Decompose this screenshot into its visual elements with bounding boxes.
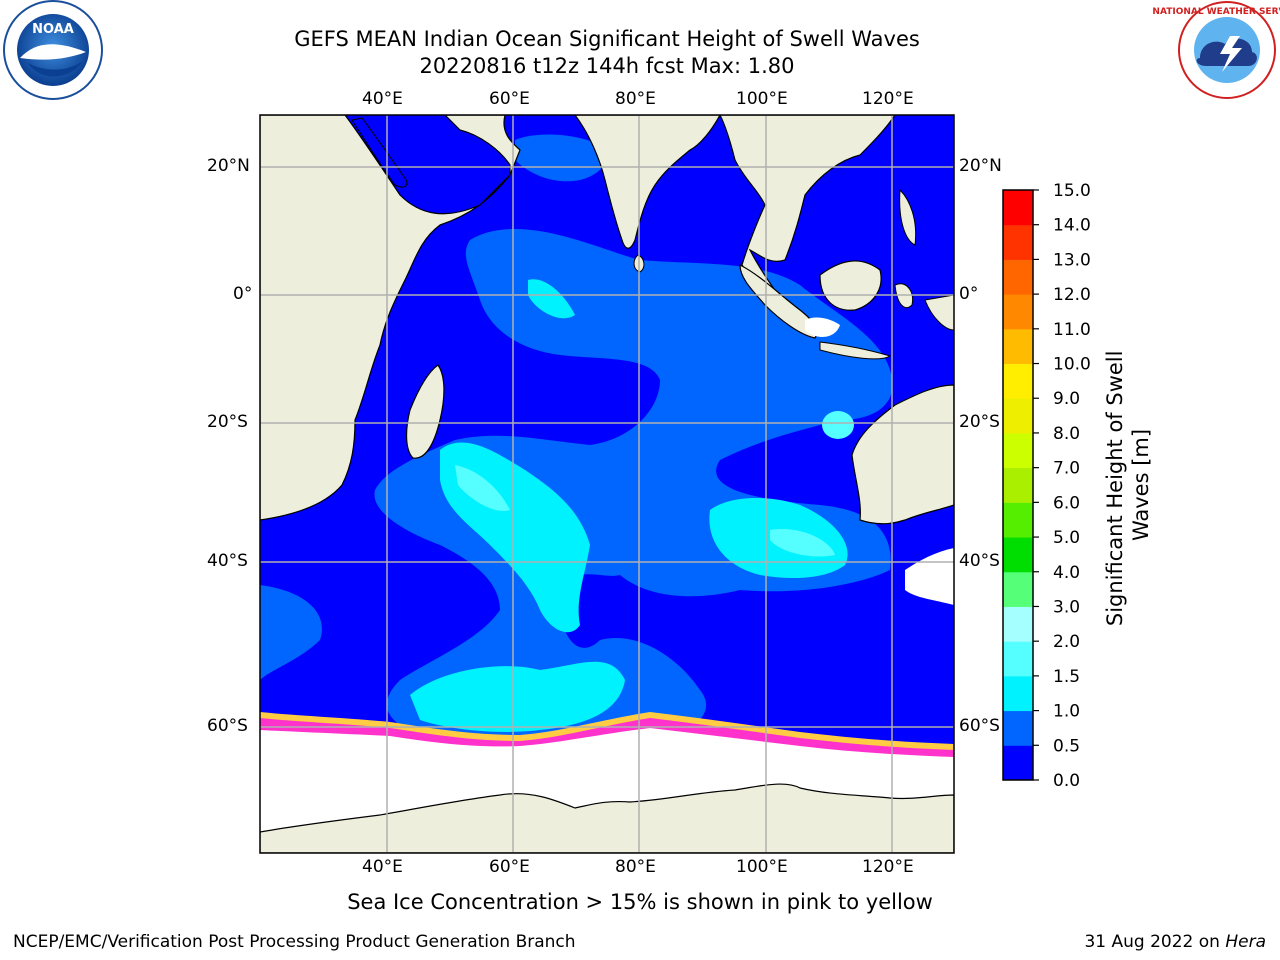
sea-ice-note: Sea Ice Concentration > 15% is shown in …	[347, 890, 933, 914]
colorbar-segment	[1003, 467, 1033, 503]
lat-tick-right-20s: 20°S	[959, 412, 1000, 432]
colorbar-label: Significant Height of Swell Waves [m]	[1103, 344, 1153, 626]
colorbar-segment	[1003, 710, 1033, 746]
colorbar-segment	[1003, 432, 1033, 469]
lat-tick-left-60s: 60°S	[207, 716, 248, 736]
land-philippines	[899, 188, 917, 246]
colorbar-tick-label: 11.0	[1053, 320, 1091, 340]
lon-tick-top-120e: 120°E	[862, 89, 914, 109]
colorbar-tick-label: 15.0	[1053, 181, 1091, 201]
colorbar-tick-label: 0.5	[1053, 736, 1080, 756]
colorbar-segment	[1003, 641, 1033, 677]
land-java	[819, 341, 892, 360]
swell-band-0-5-west	[260, 585, 322, 680]
colorbar-tick-label: 4.0	[1053, 563, 1080, 583]
lat-tick-right-40s: 40°S	[959, 551, 1000, 571]
colorbar-tick-label: 3.0	[1053, 597, 1080, 617]
colorbar-segment	[1003, 675, 1033, 712]
colorbar-segment	[1003, 502, 1033, 538]
svg-text:NOAA: NOAA	[32, 22, 74, 37]
nodata-indonesia	[805, 317, 840, 337]
land-australia	[851, 384, 954, 525]
colorbar-segment	[1003, 328, 1033, 365]
lat-tick-left-20n: 20°N	[207, 156, 250, 176]
colorbar-tick-label: 7.0	[1053, 459, 1080, 479]
swell-patch-nwaus	[822, 411, 854, 439]
chart-subtitle-forecast: 20220816 t12z 144h fcst Max: 1.80	[419, 54, 795, 78]
swell-patch-central-light	[455, 465, 510, 511]
swell-band-0-5	[374, 229, 893, 752]
footer-producer: NCEP/EMC/Verification Post Processing Pr…	[13, 932, 576, 952]
lon-tick-bottom-120e: 120°E	[862, 857, 914, 877]
colorbar-tick-label: 6.0	[1053, 493, 1080, 513]
noaa-logo: NOAA	[3, 0, 103, 100]
land-india	[574, 115, 721, 249]
lon-tick-top-80e: 80°E	[615, 89, 656, 109]
colorbar-tick-label: 1.5	[1053, 667, 1080, 687]
colorbar-segment	[1003, 224, 1033, 260]
swell-patch-south	[410, 661, 625, 732]
colorbar-tick-label: 9.0	[1053, 389, 1080, 409]
land-antarctica	[260, 783, 954, 853]
colorbar-frame	[1002, 189, 1034, 781]
land-madagascar	[406, 364, 445, 459]
colorbar-tick-label: 14.0	[1053, 216, 1091, 236]
colorbar-segment	[1003, 294, 1033, 330]
colorbar-tick-label: 12.0	[1053, 285, 1091, 305]
nws-logo: NATIONAL WEATHER SERVICE	[1152, 1, 1280, 99]
footer-date: 31 Aug 2022 on Hera	[1084, 932, 1266, 952]
lat-tick-left-40s: 40°S	[207, 551, 248, 571]
swell-band-0-5-bay	[515, 134, 607, 182]
lat-tick-left-0: 0°	[233, 284, 253, 304]
lon-tick-top-40e: 40°E	[362, 89, 403, 109]
map-grid	[260, 115, 954, 853]
footer-date-text: 31 Aug 2022 on	[1084, 932, 1226, 952]
red-sea	[351, 117, 408, 188]
colorbar-segment	[1003, 190, 1033, 226]
colorbar-tick-label: 1.0	[1053, 702, 1080, 722]
colorbar: 0.0 0.5 1.0 1.5 2.0 3.0 4.0 5.0 6.0 7.0 8.0 9.0 10.0…	[1002, 181, 1091, 791]
swell-patch-east-light	[770, 529, 835, 557]
map-area	[260, 115, 954, 853]
lat-tick-right-60s: 60°S	[959, 716, 1000, 736]
nws-logo-text: NATIONAL WEATHER SERVICE	[1152, 7, 1280, 17]
land-sumatra	[739, 264, 818, 339]
colorbar-segment	[1003, 571, 1033, 607]
colorbar-tick-label: 0.0	[1053, 771, 1080, 791]
lat-tick-left-20s: 20°S	[207, 412, 248, 432]
chart-title: GEFS MEAN Indian Ocean Significant Heigh…	[294, 27, 920, 51]
lon-tick-bottom-100e: 100°E	[736, 857, 788, 877]
colorbar-segment	[1003, 259, 1033, 295]
colorbar-tick-label: 8.0	[1053, 424, 1080, 444]
land-new-guinea	[924, 294, 954, 331]
lon-tick-top-60e: 60°E	[489, 89, 530, 109]
colorbar-segment	[1003, 398, 1033, 434]
lat-tick-right-20n: 20°N	[959, 156, 1002, 176]
colorbar-tick-label: 5.0	[1053, 528, 1080, 548]
colorbar-tick-label: 13.0	[1053, 250, 1091, 270]
lat-tick-right-0: 0°	[959, 284, 979, 304]
colorbar-segment	[1003, 363, 1033, 399]
colorbar-tick-label: 2.0	[1053, 632, 1080, 652]
swell-patch-equator	[528, 279, 575, 319]
lon-tick-bottom-40e: 40°E	[362, 857, 403, 877]
colorbar-label-line1: Significant Height of Swell	[1103, 351, 1127, 627]
colorbar-label-line2: Waves [m]	[1129, 429, 1153, 541]
colorbar-segment	[1003, 537, 1033, 573]
lon-tick-bottom-80e: 80°E	[615, 857, 656, 877]
colorbar-segment	[1003, 606, 1033, 642]
land-africa-arabia	[260, 115, 521, 521]
lon-tick-top-100e: 100°E	[736, 89, 788, 109]
colorbar-segment	[1003, 745, 1033, 781]
map-frame	[259, 114, 955, 854]
footer-host: Hera	[1225, 932, 1266, 952]
lon-tick-bottom-60e: 60°E	[489, 857, 530, 877]
colorbar-tick-label: 10.0	[1053, 355, 1091, 375]
